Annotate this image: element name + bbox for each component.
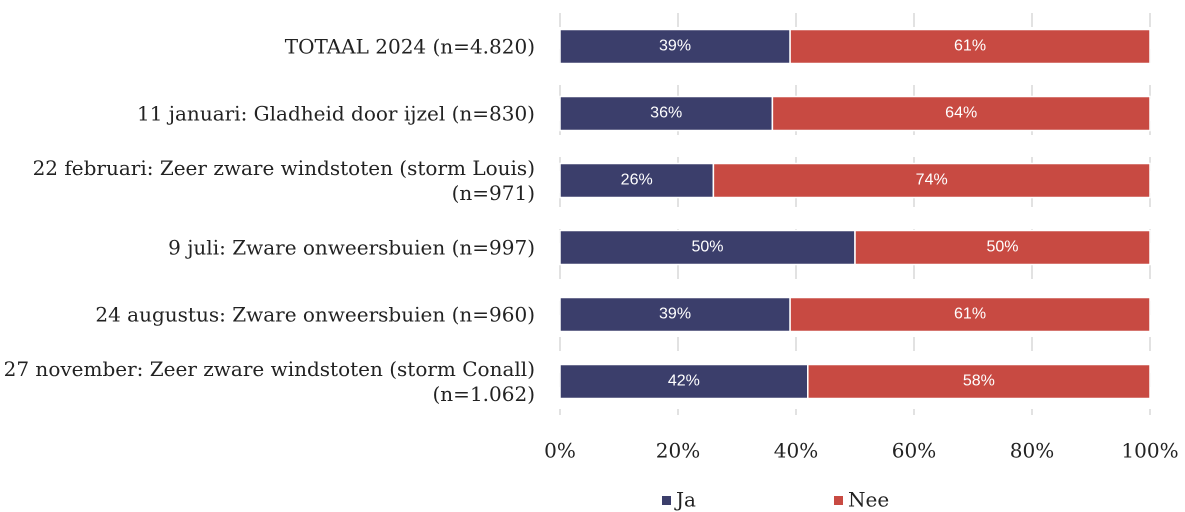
category-label: 27 november: Zeer zware windstoten (stor… [3, 356, 535, 406]
category-label: 9 juli: Zware onweersbuien (n=997) [168, 235, 535, 259]
x-tick-label: 0% [544, 439, 576, 463]
legend-swatch [662, 496, 671, 505]
x-tick-label: 60% [892, 439, 936, 463]
category-label: 24 augustus: Zware onweersbuien (n=960) [95, 302, 535, 326]
value-label: 42% [668, 373, 700, 390]
bar-segment [559, 229, 856, 266]
x-tick-label: 80% [1010, 439, 1054, 463]
bar-segment [771, 95, 1151, 132]
category-label: TOTAAL 2024 (n=4.820) [284, 34, 535, 58]
value-label: 74% [916, 172, 948, 189]
value-label: 61% [954, 38, 986, 55]
value-label: 58% [963, 373, 995, 390]
value-label: 26% [621, 172, 653, 189]
bar-segment [559, 95, 774, 132]
value-label: 39% [659, 306, 691, 323]
value-label: 36% [650, 105, 682, 122]
value-label: 39% [659, 38, 691, 55]
value-label: 50% [691, 239, 723, 256]
bar-segment [712, 162, 1151, 199]
bar-segment [807, 363, 1151, 400]
bar-segment [789, 28, 1151, 65]
x-tick-label: 20% [656, 439, 700, 463]
category-label: 11 januari: Gladheid door ijzel (n=830) [137, 101, 535, 125]
legend-label: Nee [848, 488, 889, 512]
x-tick-label: 100% [1121, 439, 1178, 463]
bar-segment [854, 229, 1151, 266]
value-label: 64% [945, 105, 977, 122]
x-tick-label: 40% [774, 439, 818, 463]
value-label: 61% [954, 306, 986, 323]
bar-segment [789, 296, 1151, 333]
legend-swatch [834, 496, 843, 505]
category-label: 22 februari: Zeer zware windstoten (stor… [32, 155, 535, 205]
bar-segment [559, 28, 791, 65]
legend-label: Ja [674, 488, 696, 512]
bar-segment [559, 296, 791, 333]
value-label: 50% [986, 239, 1018, 256]
